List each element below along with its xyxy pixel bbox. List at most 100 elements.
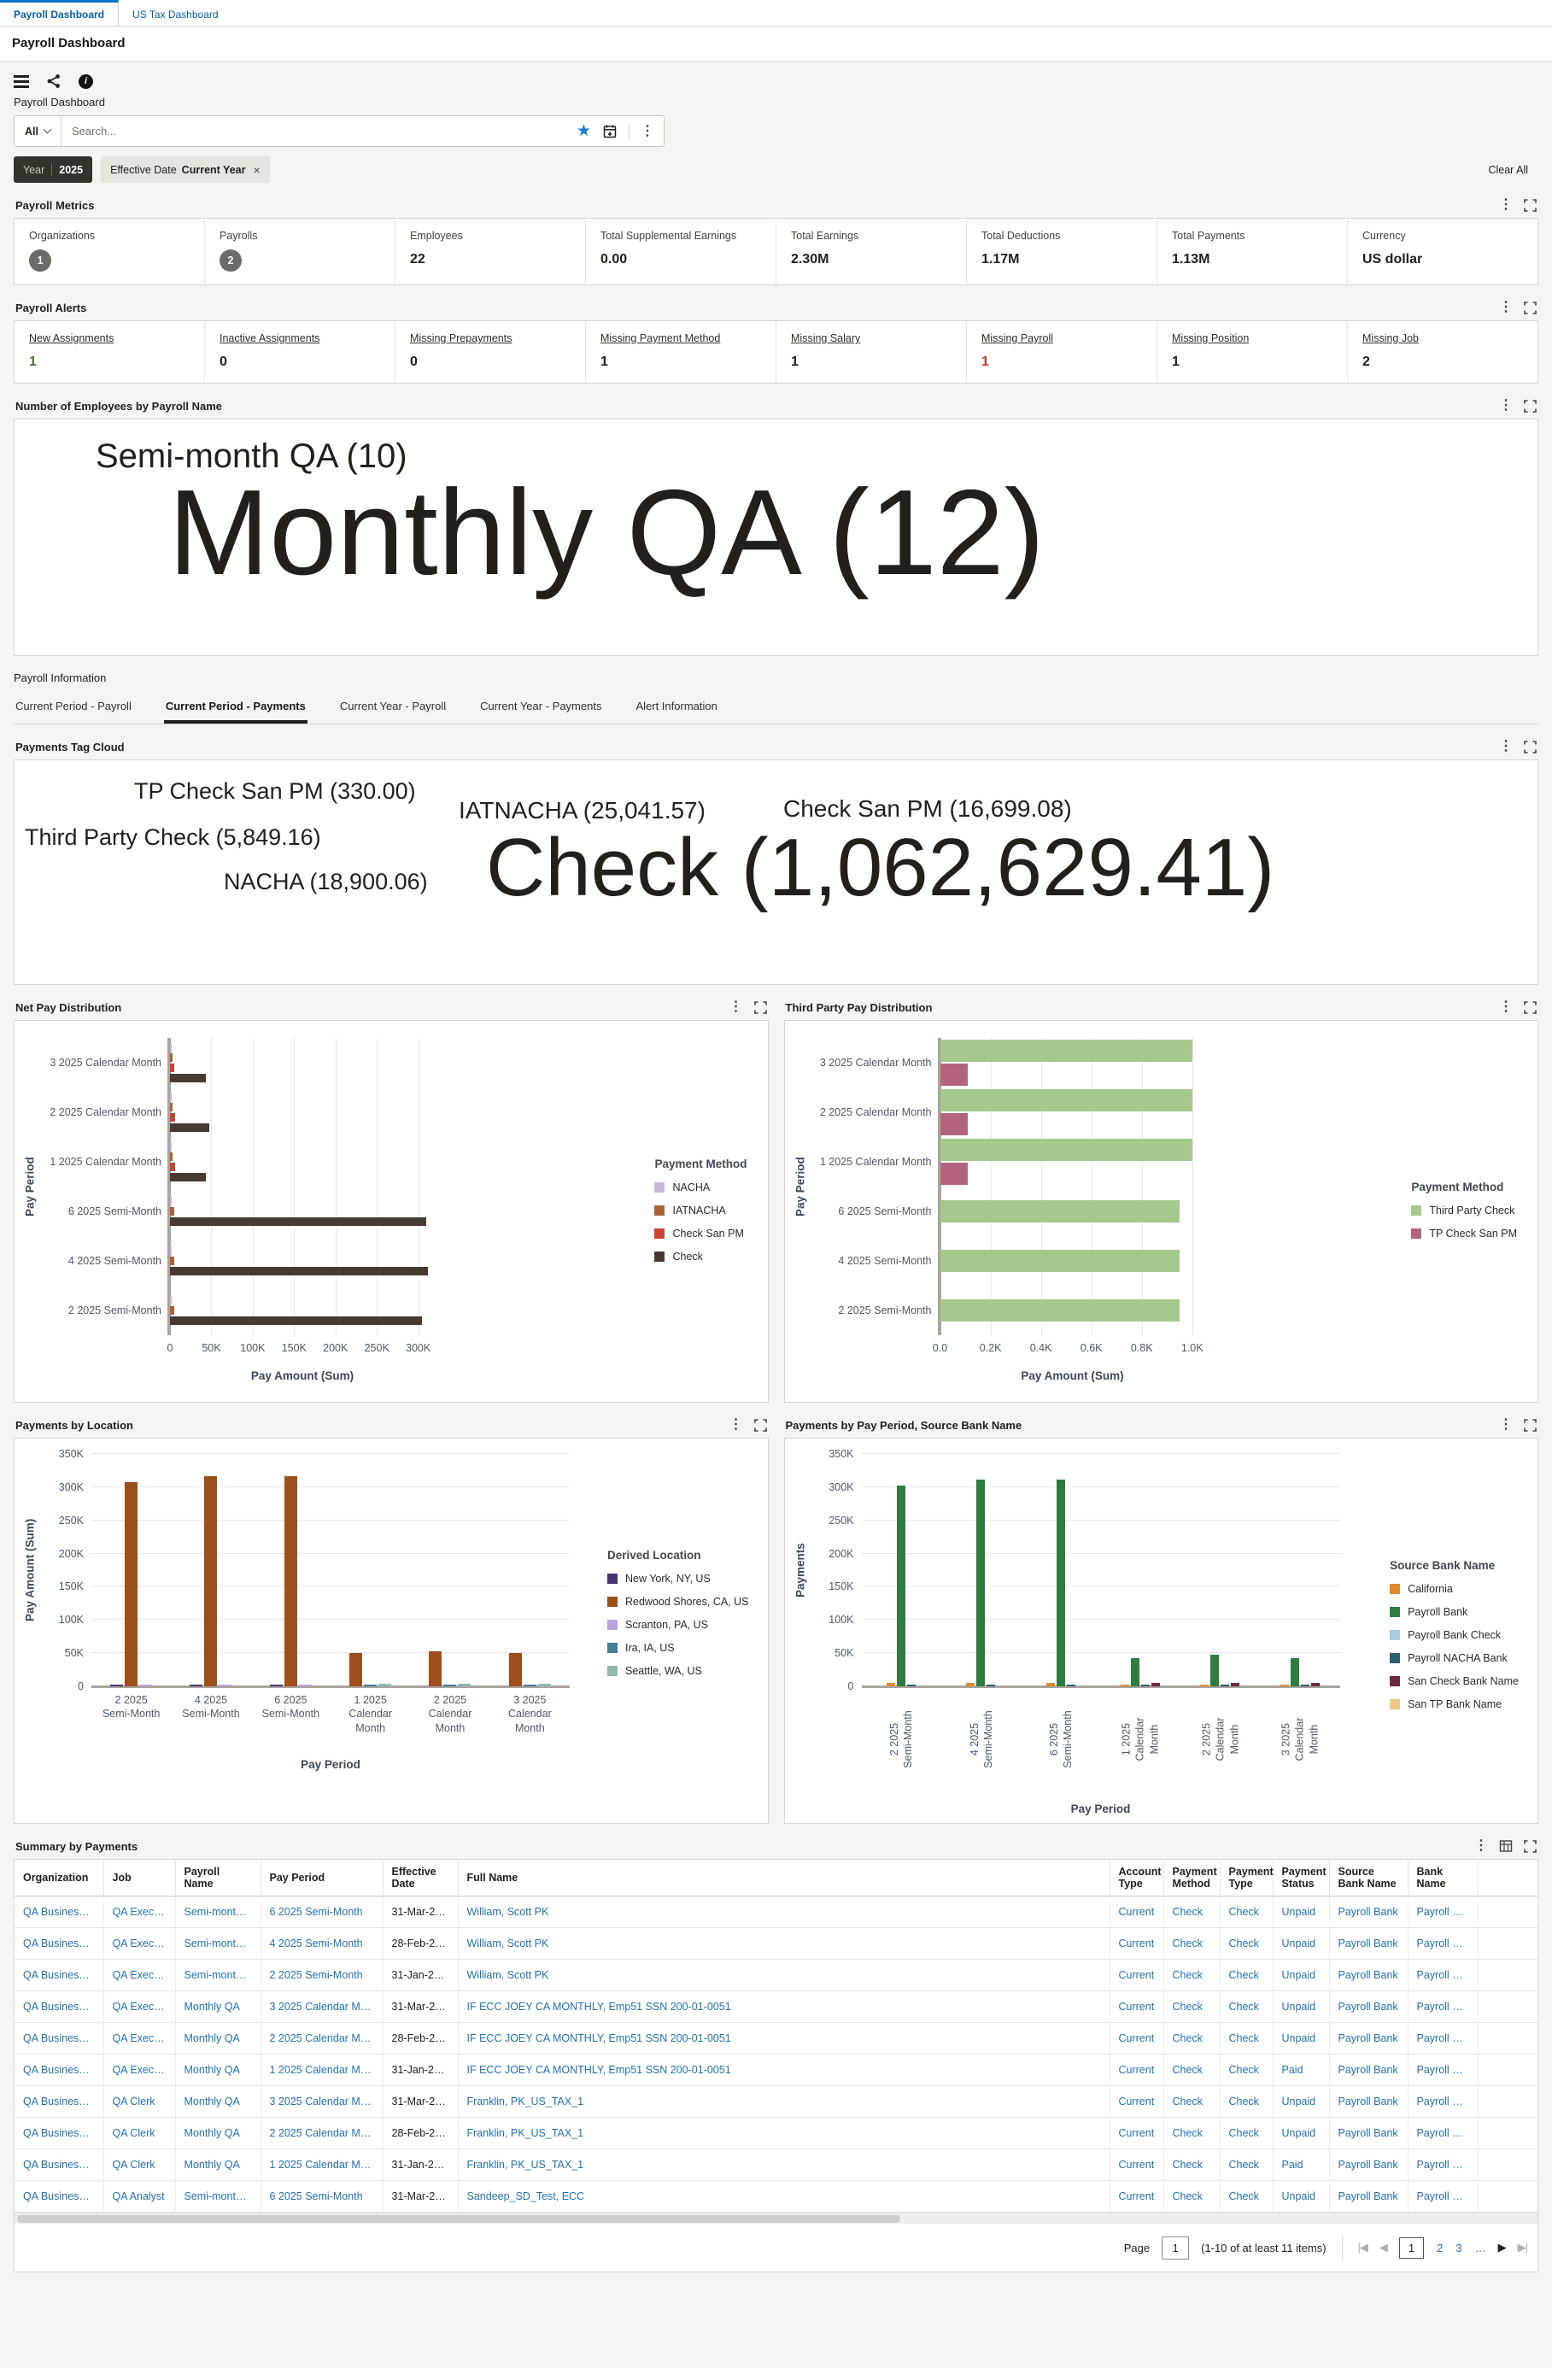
cell[interactable]: Payroll Bank bbox=[1328, 1927, 1408, 1960]
cell[interactable]: Semi-month QA bbox=[174, 1959, 261, 1991]
alert-link[interactable]: Missing Salary bbox=[791, 332, 861, 344]
bar[interactable] bbox=[940, 1200, 1180, 1222]
cell[interactable]: QA Executive bbox=[102, 2054, 175, 2086]
cell[interactable]: QA Clerk bbox=[102, 2085, 175, 2118]
cell[interactable]: Sandeep_SD_Test, ECC bbox=[457, 2180, 1110, 2213]
expand-icon[interactable] bbox=[1524, 1418, 1537, 1432]
cell[interactable]: 3 2025 Calendar Month bbox=[260, 1990, 383, 2023]
cell[interactable]: Payroll Bank bbox=[1328, 2117, 1408, 2149]
panel-menu-icon[interactable] bbox=[1499, 399, 1513, 413]
cell[interactable]: Monthly QA bbox=[174, 2022, 261, 2055]
bar[interactable] bbox=[429, 1650, 442, 1686]
panel-menu-icon[interactable] bbox=[729, 1000, 743, 1014]
cell[interactable]: Payroll Bank bbox=[1407, 2022, 1478, 2055]
cell[interactable]: QA Business Grp bbox=[15, 1959, 103, 1991]
bar[interactable] bbox=[170, 1103, 173, 1111]
cell[interactable]: 28-Feb-2025 bbox=[382, 1927, 458, 1960]
cell[interactable]: Check bbox=[1163, 1927, 1220, 1960]
cell[interactable]: Payroll Bank bbox=[1328, 1959, 1408, 1991]
page-button-2[interactable]: 2 bbox=[1437, 2241, 1444, 2254]
tab-payroll-dashboard[interactable]: Payroll Dashboard bbox=[0, 0, 120, 26]
bar[interactable] bbox=[940, 1040, 1192, 1062]
favorite-star-icon[interactable] bbox=[577, 121, 591, 141]
alert-link[interactable]: Missing Prepayments bbox=[410, 332, 512, 344]
cell[interactable] bbox=[1477, 2180, 1537, 2213]
cell[interactable]: William, Scott PK bbox=[457, 1959, 1110, 1991]
cell[interactable] bbox=[1477, 1896, 1537, 1928]
cell[interactable]: 28-Feb-2025 bbox=[382, 2022, 458, 2055]
cell[interactable]: Current bbox=[1109, 1927, 1163, 1960]
bar[interactable] bbox=[940, 1139, 1192, 1161]
bar[interactable] bbox=[170, 1163, 175, 1171]
cell[interactable]: 31-Jan-2025 bbox=[382, 1959, 458, 1991]
bar[interactable] bbox=[1121, 1684, 1130, 1686]
cell[interactable]: Franklin, PK_US_TAX_1 bbox=[457, 2148, 1110, 2181]
tag-cloud-word[interactable]: NACHA (18,900.06) bbox=[224, 869, 428, 894]
bar[interactable] bbox=[170, 1064, 175, 1072]
expand-icon[interactable] bbox=[1524, 198, 1537, 212]
cell[interactable]: Check bbox=[1163, 1896, 1220, 1928]
cell[interactable]: Unpaid bbox=[1272, 2085, 1329, 2118]
bar[interactable] bbox=[1141, 1684, 1151, 1686]
cell[interactable]: Unpaid bbox=[1272, 1959, 1329, 1991]
alert-link[interactable]: New Assignments bbox=[29, 332, 114, 344]
legend-item[interactable]: NACHA bbox=[654, 1181, 747, 1193]
cell[interactable]: QA Executive bbox=[102, 1896, 175, 1928]
bar[interactable] bbox=[537, 1683, 551, 1686]
cell[interactable] bbox=[1477, 2085, 1537, 2118]
cell[interactable]: Current bbox=[1109, 2022, 1163, 2055]
bar[interactable] bbox=[170, 1246, 172, 1255]
bar[interactable] bbox=[897, 1485, 906, 1686]
cell[interactable]: 31-Mar-2025 bbox=[382, 1896, 458, 1928]
bar[interactable] bbox=[190, 1685, 203, 1686]
bar[interactable] bbox=[170, 1113, 175, 1122]
cell[interactable]: 1 2025 Calendar Month bbox=[260, 2054, 383, 2086]
bar[interactable] bbox=[940, 1064, 968, 1086]
horizontal-scrollbar[interactable] bbox=[15, 2213, 1537, 2224]
cell[interactable]: QA Business Grp bbox=[15, 2085, 103, 2118]
cell[interactable]: 6 2025 Semi-Month bbox=[260, 2180, 383, 2213]
legend-item[interactable]: Scranton, PA, US bbox=[606, 1619, 749, 1631]
cell[interactable]: QA Business Grp bbox=[15, 2054, 103, 2086]
panel-menu-icon[interactable] bbox=[1499, 740, 1513, 753]
last-page-icon[interactable]: ▶| bbox=[1517, 2241, 1528, 2254]
tab-alert-information[interactable]: Alert Information bbox=[635, 700, 717, 712]
cell[interactable]: Payroll Bank bbox=[1407, 1927, 1478, 1960]
legend-item[interactable]: Third Party Check bbox=[1411, 1205, 1517, 1216]
expand-icon[interactable] bbox=[1524, 740, 1537, 753]
column-header-effective-date[interactable]: Effective Date bbox=[382, 1860, 458, 1896]
remove-filter-icon[interactable] bbox=[253, 163, 260, 177]
column-header-account-type[interactable]: Account Type bbox=[1109, 1860, 1163, 1896]
expand-icon[interactable] bbox=[1524, 301, 1537, 314]
cell[interactable]: Current bbox=[1109, 2180, 1163, 2213]
tab-current-period-payments[interactable]: Current Period - Payments bbox=[163, 693, 307, 724]
cell[interactable]: Payroll Bank bbox=[1407, 2054, 1478, 2086]
cell[interactable]: Semi-month QA bbox=[174, 2180, 261, 2213]
bar[interactable] bbox=[508, 1653, 522, 1686]
cell[interactable]: Payroll Bank bbox=[1407, 2180, 1478, 2213]
cell[interactable]: 31-Mar-2025 bbox=[382, 2180, 458, 2213]
cell[interactable]: 2 2025 Calendar Month bbox=[260, 2022, 383, 2055]
cell[interactable]: Current bbox=[1109, 1990, 1163, 2023]
bar[interactable] bbox=[170, 1207, 174, 1216]
clear-all-button[interactable]: Clear All bbox=[1488, 163, 1528, 176]
bar[interactable] bbox=[125, 1481, 138, 1686]
cell[interactable]: 3 2025 Calendar Month bbox=[260, 2085, 383, 2118]
cell[interactable]: QA Business Grp bbox=[15, 1896, 103, 1928]
cell[interactable]: Payroll Bank bbox=[1328, 2085, 1408, 2118]
cell[interactable] bbox=[1477, 1927, 1537, 1960]
column-header-pay-period[interactable]: Pay Period bbox=[260, 1860, 383, 1896]
bar[interactable] bbox=[364, 1684, 378, 1686]
cell[interactable]: QA Business Grp bbox=[15, 1927, 103, 1960]
alert-link[interactable]: Inactive Assignments bbox=[220, 332, 320, 344]
info-icon[interactable] bbox=[79, 73, 93, 89]
cell[interactable]: Franklin, PK_US_TAX_1 bbox=[457, 2085, 1110, 2118]
cell[interactable]: QA Business Grp bbox=[15, 2148, 103, 2181]
bar[interactable] bbox=[907, 1685, 917, 1686]
legend-item[interactable]: San TP Bank Name bbox=[1390, 1698, 1519, 1710]
bar[interactable] bbox=[1045, 1683, 1055, 1686]
cell[interactable] bbox=[1477, 2117, 1537, 2149]
bar[interactable] bbox=[976, 1479, 986, 1686]
alert-link[interactable]: Missing Payroll bbox=[981, 332, 1054, 344]
tab-current-year-payments[interactable]: Current Year - Payments bbox=[480, 700, 602, 712]
